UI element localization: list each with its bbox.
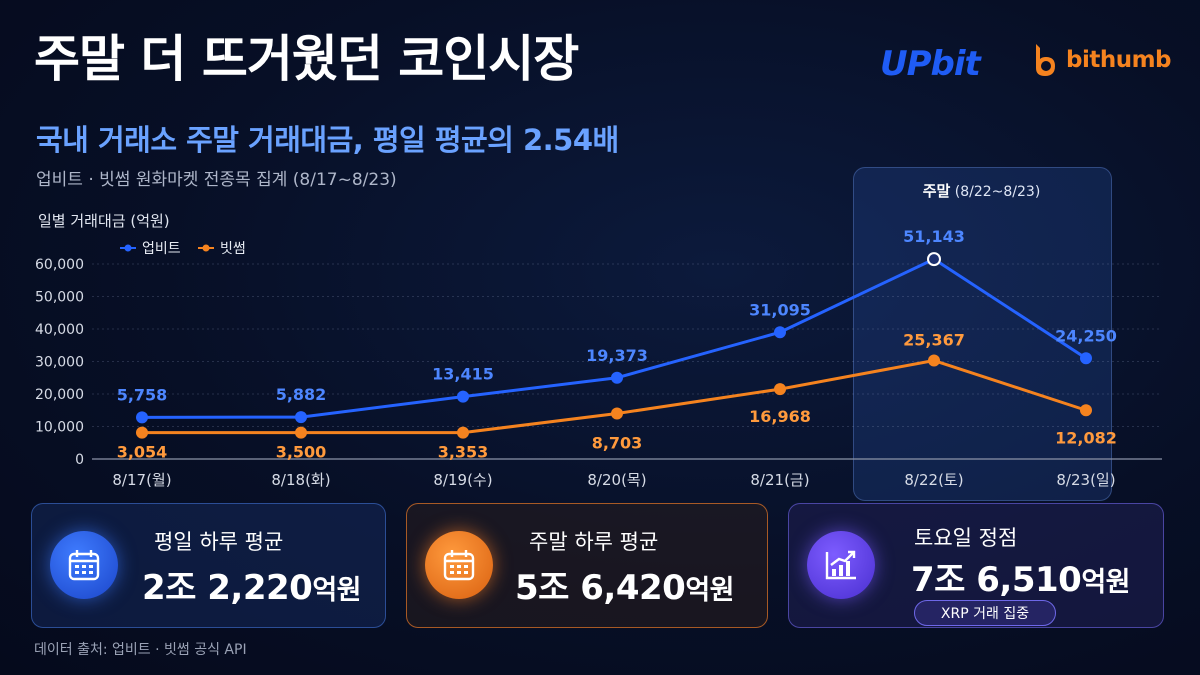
- legend-marker: [124, 244, 132, 252]
- y-tick-label: 30,000: [35, 355, 84, 371]
- data-point: [611, 407, 623, 420]
- weekend-highlight-box: [853, 167, 1112, 501]
- data-point: [1080, 352, 1092, 365]
- data-label: 16,968: [749, 407, 811, 426]
- data-label: 13,415: [432, 365, 494, 384]
- card-value-number: 2조 2,220: [142, 568, 313, 608]
- data-label: 19,373: [586, 346, 648, 365]
- x-tick-label: 8/22(토): [904, 471, 963, 489]
- card-value: 7조 6,510억원: [911, 552, 1131, 601]
- data-point: [1080, 404, 1092, 417]
- upbit-logo: UPbit: [880, 44, 981, 84]
- data-label: 8,703: [592, 434, 643, 453]
- y-tick-label: 50,000: [35, 290, 84, 306]
- card-value-unit: 억원: [312, 575, 362, 606]
- x-tick-label: 8/20(목): [587, 471, 646, 489]
- data-label: 3,500: [276, 443, 327, 462]
- y-axis-label: 일별 거래대금 (억원): [38, 212, 170, 230]
- card-value-unit: 억원: [685, 575, 735, 606]
- card-label: 평일 하루 평균: [154, 530, 284, 554]
- bithumb-logo: bithumb: [1030, 42, 1172, 78]
- data-label: 25,367: [903, 331, 965, 350]
- bithumb-mark-icon: [1036, 44, 1055, 76]
- card-label: 토요일 정점: [914, 526, 1018, 550]
- legend-label: 빗썸: [220, 241, 246, 257]
- y-tick-label: 60,000: [35, 257, 84, 273]
- data-label: 12,082: [1055, 428, 1117, 447]
- legend-label: 업비트: [142, 241, 181, 257]
- card-value-unit: 억원: [1081, 567, 1131, 598]
- data-point: [927, 252, 941, 267]
- x-tick-label: 8/21(금): [750, 471, 809, 489]
- data-point: [457, 390, 469, 403]
- data-point: [295, 426, 307, 439]
- x-tick-label: 8/17(월): [112, 471, 171, 489]
- weekend-label-title: 주말: [922, 182, 951, 200]
- x-tick-label: 8/23(일): [1056, 471, 1115, 489]
- weekend-label-range: (8/22~8/23): [954, 184, 1041, 200]
- data-label: 24,250: [1055, 326, 1117, 345]
- data-point: [774, 326, 786, 339]
- data-label: 31,095: [749, 300, 811, 319]
- y-tick-label: 40,000: [35, 322, 84, 338]
- calendar-icon: [425, 531, 493, 599]
- legend-marker: [202, 244, 210, 252]
- bithumb-wordmark: bithumb: [1066, 47, 1172, 73]
- data-point: [928, 354, 940, 367]
- data-point: [611, 371, 623, 384]
- x-tick-label: 8/19(수): [433, 471, 492, 489]
- calendar-icon: [50, 531, 118, 599]
- saturday-peak-card: 토요일 정점 7조 6,510억원 XRP 거래 집중: [788, 503, 1164, 628]
- page-subtitle: 국내 거래소 주말 거래대금, 평일 평균의 2.54배: [36, 123, 619, 157]
- data-label: 3,054: [117, 443, 168, 462]
- card-value-number: 7조 6,510: [911, 560, 1082, 600]
- data-point: [295, 411, 307, 424]
- data-label: 51,143: [903, 227, 965, 246]
- x-tick-label: 8/18(화): [271, 471, 330, 489]
- page-title: 주말 더 뜨거웠던 코인시장: [34, 30, 579, 88]
- y-tick-label: 10,000: [35, 420, 84, 436]
- data-label: 5,758: [117, 385, 168, 404]
- y-tick-label: 20,000: [35, 387, 84, 403]
- data-label: 5,882: [276, 385, 327, 404]
- card-value: 2조 2,220억원: [142, 560, 362, 609]
- xrp-badge: XRP 거래 집중: [914, 600, 1056, 626]
- card-value: 5조 6,420억원: [515, 560, 735, 609]
- data-point: [774, 383, 786, 396]
- y-tick-label: 0: [75, 452, 84, 468]
- card-value-number: 5조 6,420: [515, 568, 686, 608]
- chart-up-icon: [807, 531, 875, 599]
- data-point: [457, 426, 469, 439]
- data-source: 데이터 출처: 업비트 · 빗썸 공식 API: [34, 642, 247, 658]
- card-label: 주말 하루 평균: [529, 530, 659, 554]
- data-point: [136, 411, 148, 424]
- data-label: 3,353: [438, 443, 489, 462]
- data-point: [136, 426, 148, 439]
- weekday-average-card: 평일 하루 평균 2조 2,220억원: [31, 503, 386, 628]
- data-scope-note: 업비트 · 빗썸 원화마켓 전종목 집계 (8/17~8/23): [36, 170, 397, 190]
- weekend-average-card: 주말 하루 평균 5조 6,420억원: [406, 503, 768, 628]
- weekend-label: 주말 (8/22~8/23): [853, 180, 1110, 201]
